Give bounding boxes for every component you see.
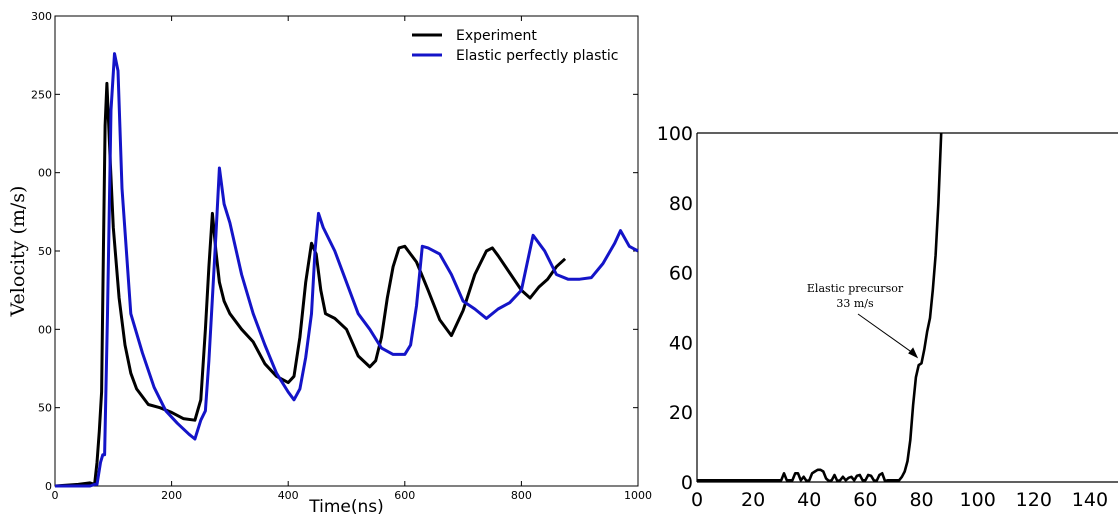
x-axis-title: Time(ns) bbox=[308, 497, 384, 517]
y-tick-label: 50 bbox=[38, 402, 52, 415]
y-axis-title: Velocity (m/s) bbox=[7, 186, 29, 318]
legend-label: Experiment bbox=[456, 28, 537, 44]
legend-label: Elastic perfectly plastic bbox=[456, 48, 618, 64]
x-tick-label: 60 bbox=[853, 489, 877, 511]
y-tick-label: 100 bbox=[657, 123, 693, 145]
series-line bbox=[697, 132, 943, 483]
series-line-elastic-perfectly-plastic bbox=[55, 52, 639, 488]
x-tick-label: 20 bbox=[741, 489, 765, 511]
y-tick-label: 80 bbox=[669, 193, 693, 215]
x-tick-label: 0 bbox=[691, 489, 703, 511]
x-tick-label: 80 bbox=[909, 489, 933, 511]
x-tick-label: 140 bbox=[1072, 489, 1108, 511]
annotation-arrow-head bbox=[908, 347, 919, 359]
x-tick-label: 600 bbox=[394, 489, 415, 502]
y-tick-label: 300 bbox=[31, 10, 52, 23]
x-tick-label: 40 bbox=[797, 489, 821, 511]
annotation-text: Elastic precursor bbox=[807, 282, 904, 295]
y-tick-label: 250 bbox=[31, 88, 52, 101]
annotation-arrow-line bbox=[857, 313, 917, 356]
y-tick-label: 00 bbox=[38, 167, 52, 180]
x-tick-label: 120 bbox=[1016, 489, 1052, 511]
y-tick-label: 60 bbox=[669, 263, 693, 285]
y-tick-label: 00 bbox=[38, 323, 52, 336]
x-tick-label: 200 bbox=[161, 489, 182, 502]
y-tick-label: 20 bbox=[669, 402, 693, 424]
y-tick-label: 0 bbox=[45, 480, 52, 493]
chart-left: 0 200 400 600 800 1000 0 50 00 50 00 250 300 Time(ns)… bbox=[7, 10, 652, 517]
x-tick-label: 100 bbox=[960, 489, 996, 511]
y-tick-label: 0 bbox=[681, 472, 693, 494]
x-tick-label: 0 bbox=[52, 489, 59, 502]
y-tick-label: 50 bbox=[38, 245, 52, 258]
plot-frame bbox=[54, 15, 639, 487]
series-line-experiment bbox=[54, 81, 567, 488]
annotation-value: 33 m/s bbox=[836, 297, 874, 310]
x-tick-label: 1000 bbox=[624, 489, 652, 502]
chart-right: 0 20 40 60 80 100 120 140 0 20 40 60 80 100 Elastic pr… bbox=[657, 123, 1118, 511]
x-tick-label: 400 bbox=[278, 489, 299, 502]
y-tick-label: 40 bbox=[669, 332, 693, 354]
x-tick-label: 800 bbox=[511, 489, 532, 502]
